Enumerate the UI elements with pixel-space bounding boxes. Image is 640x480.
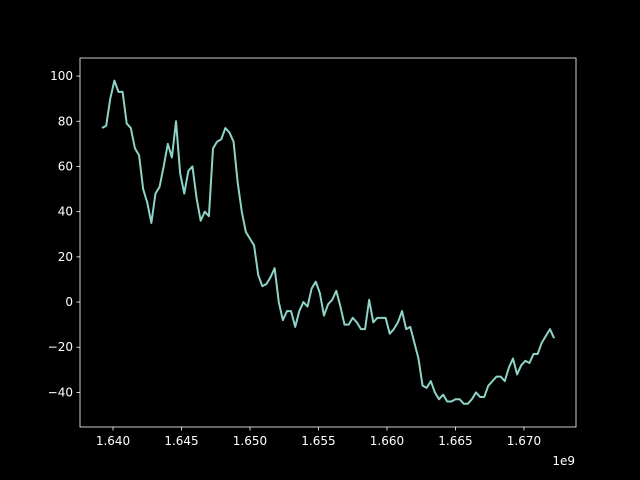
y-tick-label: 60 <box>58 159 73 173</box>
x-tick-label: 1.650 <box>233 434 267 448</box>
data-line <box>101 79 555 405</box>
y-tick-label: −20 <box>48 340 73 354</box>
x-tick-label: 1.665 <box>438 434 472 448</box>
x-tick-label: 1.660 <box>370 434 404 448</box>
x-offset-label: 1e9 <box>552 454 575 468</box>
y-tick-label: 80 <box>58 114 73 128</box>
x-tick-label: 1.655 <box>301 434 335 448</box>
y-tick-label: 40 <box>58 205 73 219</box>
y-tick-label: −40 <box>48 385 73 399</box>
y-tick-label: 20 <box>58 250 73 264</box>
y-tick-label: 100 <box>50 69 73 83</box>
x-tick-label: 1.640 <box>96 434 130 448</box>
y-tick-label: 0 <box>65 295 73 309</box>
axes-frame <box>79 57 577 428</box>
x-tick-label: 1.670 <box>507 434 541 448</box>
x-tick-label: 1.645 <box>164 434 198 448</box>
